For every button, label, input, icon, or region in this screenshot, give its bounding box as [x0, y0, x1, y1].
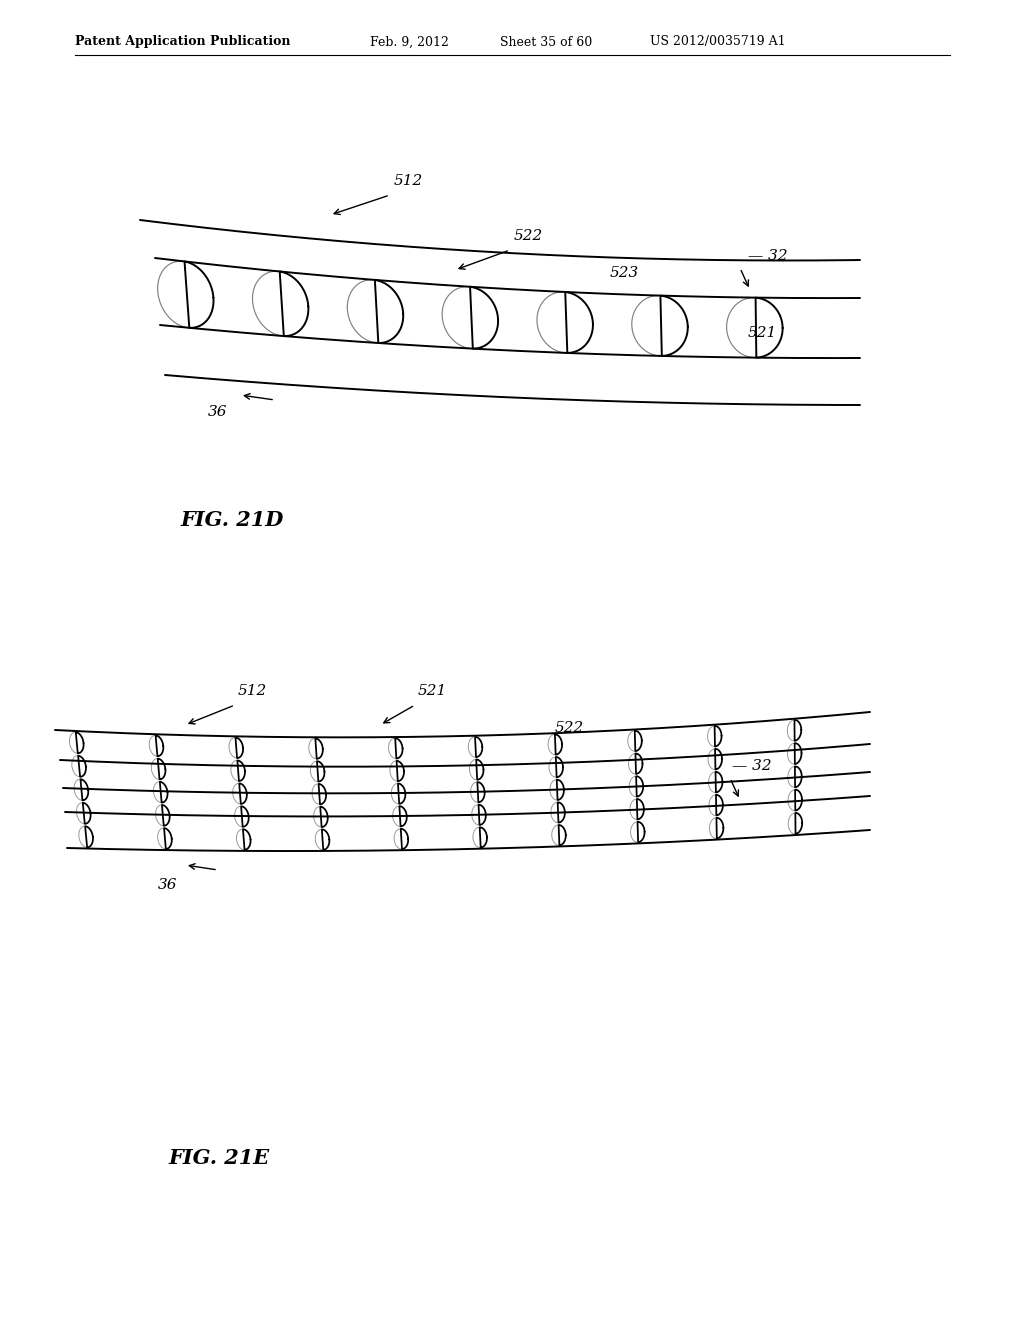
Text: — 32: — 32 — [732, 759, 772, 774]
Text: 512: 512 — [394, 174, 423, 187]
Text: FIG. 21E: FIG. 21E — [168, 1148, 269, 1168]
Text: 36: 36 — [158, 878, 177, 892]
Text: Feb. 9, 2012: Feb. 9, 2012 — [370, 36, 449, 49]
Text: 36: 36 — [208, 405, 227, 418]
Text: US 2012/0035719 A1: US 2012/0035719 A1 — [650, 36, 785, 49]
Text: 521: 521 — [418, 684, 447, 698]
Text: 522: 522 — [514, 228, 544, 243]
Text: — 32: — 32 — [748, 249, 787, 263]
Text: Sheet 35 of 60: Sheet 35 of 60 — [500, 36, 592, 49]
Text: 512: 512 — [238, 684, 267, 698]
Text: 522: 522 — [555, 721, 585, 735]
Text: 521: 521 — [748, 326, 777, 341]
Text: FIG. 21D: FIG. 21D — [180, 510, 284, 531]
Text: 523: 523 — [610, 267, 639, 280]
Text: Patent Application Publication: Patent Application Publication — [75, 36, 291, 49]
